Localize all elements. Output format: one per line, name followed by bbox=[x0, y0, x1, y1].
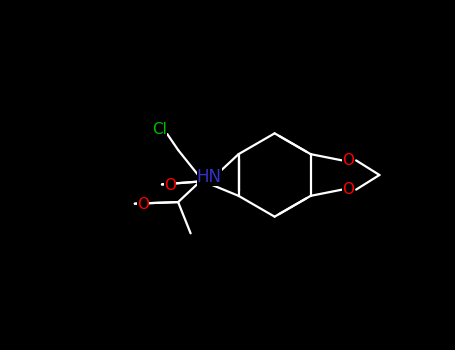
Text: O: O bbox=[164, 178, 176, 193]
Text: Cl: Cl bbox=[152, 122, 167, 136]
Text: O: O bbox=[342, 182, 354, 197]
Text: HN: HN bbox=[197, 168, 222, 186]
Text: O: O bbox=[342, 153, 354, 168]
Text: O: O bbox=[136, 197, 149, 212]
